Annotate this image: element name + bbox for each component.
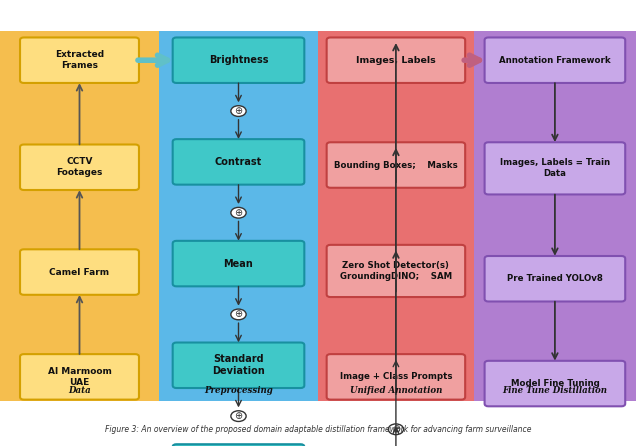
Text: ⊕: ⊕ (235, 310, 242, 319)
Bar (474, 31, 636, 401)
Text: Brightness: Brightness (209, 55, 268, 65)
Text: Extracted
Frames: Extracted Frames (55, 50, 104, 70)
FancyBboxPatch shape (327, 142, 465, 188)
FancyBboxPatch shape (172, 37, 304, 83)
Text: Zero Shot Detector(s)
GroundingDINO;  SAM: Zero Shot Detector(s) GroundingDINO; SAM (340, 261, 452, 281)
Text: Pre Trained YOLOv8: Pre Trained YOLOv8 (507, 274, 603, 283)
Text: Unified Annotation: Unified Annotation (350, 386, 442, 395)
FancyBboxPatch shape (172, 343, 304, 388)
FancyBboxPatch shape (172, 444, 304, 446)
FancyBboxPatch shape (327, 37, 465, 83)
FancyBboxPatch shape (172, 139, 304, 185)
Text: Fine Tune Distillation: Fine Tune Distillation (502, 386, 607, 395)
FancyBboxPatch shape (485, 361, 625, 406)
Text: ⊕: ⊕ (235, 411, 242, 421)
Text: ⊕: ⊕ (235, 106, 242, 116)
Circle shape (231, 309, 246, 320)
FancyBboxPatch shape (20, 249, 139, 295)
Text: Figure 3: An overview of the proposed domain adaptable distillation framework fo: Figure 3: An overview of the proposed do… (105, 425, 531, 434)
Circle shape (231, 411, 246, 421)
FancyBboxPatch shape (20, 145, 139, 190)
Text: Images, Labels = Train
Data: Images, Labels = Train Data (500, 158, 610, 178)
Text: Image + Class Prompts: Image + Class Prompts (340, 372, 452, 381)
FancyBboxPatch shape (485, 142, 625, 194)
Circle shape (231, 106, 246, 116)
FancyBboxPatch shape (485, 37, 625, 83)
Text: Preprocessing: Preprocessing (204, 386, 273, 395)
Text: Mean: Mean (224, 259, 253, 268)
Bar (0, 31, 159, 401)
FancyBboxPatch shape (172, 241, 304, 286)
Text: Images, Labels: Images, Labels (356, 56, 436, 65)
Text: Bounding Boxes;  Masks: Bounding Boxes; Masks (334, 161, 458, 169)
Text: Camel Farm: Camel Farm (50, 268, 109, 277)
Circle shape (388, 424, 404, 434)
Bar (318, 31, 474, 401)
Text: ⊕: ⊕ (235, 208, 242, 218)
FancyBboxPatch shape (485, 256, 625, 301)
FancyBboxPatch shape (20, 354, 139, 400)
Text: Data: Data (68, 386, 91, 395)
Text: Model Fine Tuning: Model Fine Tuning (511, 379, 599, 388)
Text: CCTV
Footages: CCTV Footages (57, 157, 102, 178)
Text: ⊕: ⊕ (392, 424, 400, 434)
Text: Standard
Deviation: Standard Deviation (212, 354, 265, 376)
FancyBboxPatch shape (327, 245, 465, 297)
Bar (159, 31, 318, 401)
FancyBboxPatch shape (20, 37, 139, 83)
Circle shape (231, 207, 246, 218)
FancyBboxPatch shape (327, 354, 465, 400)
Text: Al Marmoom
UAE: Al Marmoom UAE (48, 367, 111, 387)
Text: Contrast: Contrast (215, 157, 262, 167)
Text: Annotation Framework: Annotation Framework (499, 56, 611, 65)
